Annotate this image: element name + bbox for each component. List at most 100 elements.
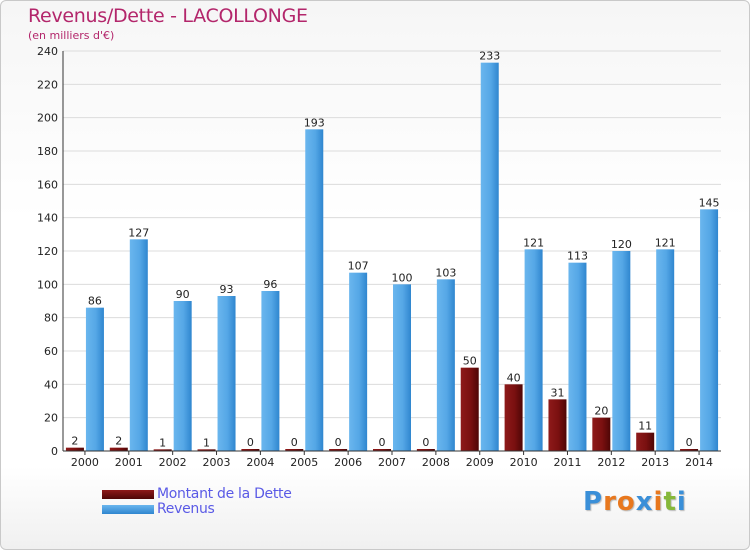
data-label-debt: 0 [335,436,342,449]
legend-swatch-revenue [102,505,154,514]
y-tick-label: 240 [37,45,58,58]
legend-swatch-debt [102,490,154,499]
x-tick-label: 2005 [290,456,318,469]
bar-debt [592,417,611,451]
bar-debt [548,399,567,451]
data-label-debt: 40 [507,371,521,384]
data-label-debt: 0 [379,436,386,449]
data-label-debt: 20 [594,405,608,418]
y-tick-label: 20 [44,412,58,425]
bar-revenue [349,272,368,451]
data-label-revenue: 96 [263,278,277,291]
chart-title: Revenus/Dette - LACOLLONGE [28,5,308,27]
bar-revenue [129,239,148,451]
x-tick-label: 2010 [510,456,538,469]
x-tick-label: 2000 [71,456,99,469]
y-tick-label: 200 [37,112,58,125]
x-tick-label: 2012 [597,456,625,469]
bar-revenue [436,279,455,451]
y-tick-label: 220 [37,78,58,91]
legend-label-revenue: Revenus [157,501,215,517]
bar-revenue [656,249,675,451]
x-tick-label: 2002 [159,456,187,469]
x-tick-label: 2007 [378,456,406,469]
data-label-debt: 0 [686,436,693,449]
bar-debt [109,447,128,451]
legend-label-debt: Montant de la Dette [157,486,292,502]
y-tick-label: 0 [51,445,58,458]
x-tick-label: 2014 [685,456,713,469]
y-tick-label: 60 [44,345,58,358]
bar-debt [460,367,479,451]
x-tick-label: 2001 [115,456,143,469]
logo-letter: P [583,487,604,517]
logo-letter: o [616,487,636,517]
y-tick-label: 120 [37,245,58,258]
x-tick-label: 2009 [466,456,494,469]
chart-subtitle: (en milliers d'€) [28,29,115,42]
logo-letter: r [603,487,617,517]
logo-letter: x [635,487,654,517]
data-label-revenue: 121 [523,236,544,249]
bar-revenue [524,249,543,451]
data-label-revenue: 107 [348,260,369,273]
data-label-revenue: 103 [435,266,456,279]
y-tick-label: 140 [37,212,58,225]
x-tick-label: 2013 [641,456,669,469]
bars-group: 2862127190193096019301070100010350233401… [65,50,720,452]
x-tick-label: 2008 [422,456,450,469]
data-label-debt: 0 [422,436,429,449]
logo-letter: i [653,487,664,517]
y-tick-label: 160 [37,178,58,191]
data-label-revenue: 127 [128,226,149,239]
x-tick-label: 2011 [553,456,581,469]
bar-revenue [568,262,587,451]
bar-revenue [305,129,324,452]
data-label-debt: 50 [463,355,477,368]
bar-debt [416,449,435,451]
data-label-revenue: 86 [88,295,102,308]
data-label-revenue: 113 [567,250,588,263]
data-label-debt: 0 [291,436,298,449]
bar-debt [680,449,699,451]
bar-revenue [217,296,236,451]
data-label-debt: 0 [247,436,254,449]
bar-debt [153,449,172,451]
x-tick-label: 2006 [334,456,362,469]
data-label-debt: 2 [71,435,78,448]
logo-letter: i [676,487,687,517]
bar-debt [636,432,655,451]
bar-revenue [261,291,280,451]
data-label-debt: 11 [638,420,652,433]
data-label-debt: 2 [115,435,122,448]
data-label-debt: 1 [203,436,210,449]
bar-revenue [85,307,104,451]
data-label-revenue: 145 [699,196,720,209]
bar-debt [329,449,348,451]
data-label-revenue: 233 [479,50,500,63]
bar-revenue [612,251,631,451]
data-label-revenue: 193 [304,116,325,129]
bar-debt [373,449,391,451]
data-label-revenue: 93 [220,283,234,296]
data-label-revenue: 121 [655,236,676,249]
bar-revenue [393,284,411,451]
y-tick-label: 40 [44,378,58,391]
bar-debt [504,384,523,451]
x-tick-label: 2003 [203,456,231,469]
logo-letter: t [663,487,677,517]
bar-revenue [480,62,499,452]
data-label-revenue: 100 [392,271,413,284]
data-label-revenue: 90 [176,288,190,301]
y-tick-label: 100 [37,278,58,291]
data-label-debt: 31 [550,386,564,399]
y-tick-label: 80 [44,312,58,325]
proxiti-logo: Proxiti [583,487,687,517]
x-tick-label: 2004 [246,456,274,469]
bar-debt [65,447,84,451]
y-tick-label: 180 [37,145,58,158]
bar-revenue [700,209,719,451]
